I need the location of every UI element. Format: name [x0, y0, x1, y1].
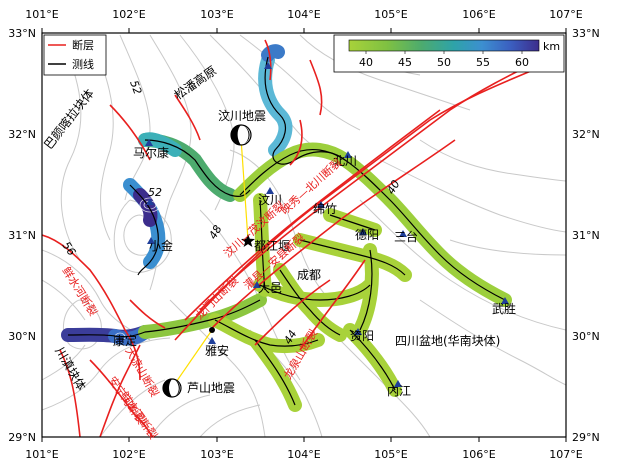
triangle-station-icon: [399, 230, 407, 237]
star-epicenter-icon: [241, 234, 255, 247]
right-lat-label: 29°N: [572, 431, 600, 444]
city-kangding: 康定: [113, 333, 137, 348]
contour-label: 52: [148, 186, 162, 199]
top-lon-label: 104°E: [287, 8, 320, 21]
colorbar-tick: 60: [515, 56, 529, 69]
triangle-station-icon: [354, 328, 362, 335]
triangle-station-icon: [501, 297, 509, 304]
city-santai: 三台: [394, 229, 418, 244]
city-neijiang: 内江: [387, 384, 411, 398]
triangle-station-icon: [116, 335, 124, 342]
triangle-station-icon: [266, 187, 274, 194]
epicenter-connectors: [171, 137, 249, 389]
city-dujiangyan: 都江堰: [254, 239, 290, 253]
top-lon-label: 102°E: [112, 8, 145, 21]
colorbar: 40 45 50 55 60 km: [333, 34, 565, 73]
triangle-station-icon: [359, 228, 367, 235]
right-lat-label: 33°N: [572, 27, 600, 40]
right-lat-label: 30°N: [572, 330, 600, 343]
city-beichuan: 北川: [333, 154, 357, 168]
city-wenchuan: 汶川: [258, 192, 282, 207]
bottom-lon-label: 107°E: [549, 448, 582, 461]
beachball-icon: [230, 124, 252, 146]
quake-lushan: 芦山地震: [187, 381, 235, 395]
triangle-station-icon: [344, 151, 352, 158]
bottom-lon-label: 101°E: [25, 448, 58, 461]
city-mianzhu: 绵竹: [313, 202, 337, 216]
beachball-icon: [162, 378, 182, 398]
city-ziyang: 资阳: [350, 329, 374, 343]
left-lat-label: 30°N: [8, 330, 36, 343]
triangle-station-icon: [147, 237, 155, 244]
triangle-station-icon: [208, 337, 216, 344]
fault-lines: [42, 39, 546, 437]
left-lat-label: 32°N: [8, 128, 36, 141]
contour-value-labels: 52 56 48 44 40 52: [60, 79, 403, 347]
profile-lines: [67, 56, 506, 406]
axis-labels: 101°E 102°E 103°E 104°E 105°E 106°E 107°…: [8, 8, 599, 461]
left-lat-label: 31°N: [8, 229, 36, 242]
right-lat-label: 32°N: [572, 128, 600, 141]
colorbar-tick: 40: [359, 56, 373, 69]
bottom-lon-label: 105°E: [374, 448, 407, 461]
colorbar-tick: 55: [476, 56, 490, 69]
city-maerkang: 马尔康: [133, 145, 169, 160]
axis-ticks: [41, 28, 567, 442]
contour-label: 44: [281, 328, 299, 347]
city-wusheng: 武胜: [492, 301, 516, 316]
colorbar-unit: km: [543, 40, 560, 53]
top-lon-label: 101°E: [25, 8, 58, 21]
triangle-station-icon: [264, 62, 272, 69]
fault-legend-label: 断层: [72, 38, 94, 52]
lushan-epicenter-dot: [209, 327, 215, 333]
left-lat-label: 33°N: [8, 27, 36, 40]
contour-label: 40: [384, 178, 402, 197]
bottom-lon-label: 106°E: [462, 448, 495, 461]
earthquake-labels: 汶川地震 芦山地震: [187, 108, 266, 395]
top-lon-label: 103°E: [200, 8, 233, 21]
right-lat-label: 31°N: [572, 229, 600, 242]
left-lat-label: 29°N: [8, 431, 36, 444]
colorbar-tick: 50: [437, 56, 451, 69]
city-deyang: 德阳: [355, 227, 379, 242]
colorbar-tick: 45: [398, 56, 412, 69]
triangle-station-icon: [394, 380, 402, 387]
bottom-lon-label: 102°E: [112, 448, 145, 461]
colorbar-gradient: [348, 39, 540, 52]
top-lon-label: 106°E: [462, 8, 495, 21]
profile-legend-label: 测线: [72, 57, 94, 71]
station-markers: [116, 62, 509, 387]
triangle-station-icon: [253, 281, 261, 288]
legend: 断层 测线: [43, 34, 107, 76]
top-lon-label: 105°E: [374, 8, 407, 21]
bottom-lon-label: 103°E: [200, 448, 233, 461]
city-dayi: 大邑: [258, 281, 282, 295]
city-yaan: 雅安: [205, 343, 229, 358]
top-lon-label: 107°E: [549, 8, 582, 21]
contour-label: 48: [206, 223, 224, 242]
bottom-lon-label: 104°E: [287, 448, 320, 461]
city-chengdu: 成都: [297, 268, 321, 282]
triangle-station-icon: [317, 201, 325, 208]
region-sichuan-basin: 四川盆地(华南块体): [395, 333, 500, 348]
city-xiaojin: 小金: [149, 238, 173, 253]
city-labels: 马尔康 小金 汶川 都江堰 北川 绵竹 德阳 三台 成都 大邑 雅安 康定 资阳…: [113, 145, 516, 398]
triangle-station-icon: [146, 198, 154, 205]
triangle-station-icon: [145, 139, 153, 146]
contour-label: 52: [127, 79, 144, 97]
quake-wenchuan: 汶川地震: [218, 108, 266, 123]
